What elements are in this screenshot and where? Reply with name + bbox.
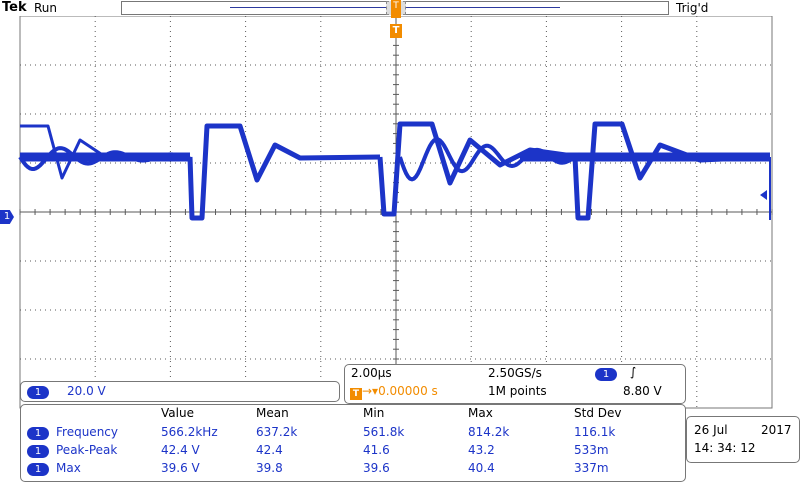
meas-name: Peak-Peak xyxy=(56,443,118,457)
waveform-trace xyxy=(572,121,771,221)
sample-rate: 2.50GS/s xyxy=(488,366,542,380)
waveform-trace xyxy=(377,121,581,217)
trigger-level-marker-icon[interactable] xyxy=(760,190,767,200)
record-length: 1M points xyxy=(488,384,547,398)
ch1-badge: 1 xyxy=(27,386,49,399)
meas-stddev: 533m xyxy=(574,443,609,457)
col-header-stddev: Std Dev xyxy=(574,406,622,420)
meas-mean: 637.2k xyxy=(256,425,298,439)
meas-name: Max xyxy=(56,461,81,475)
meas-stddev: 116.1k xyxy=(574,425,616,439)
rising-edge-icon: ∫ xyxy=(630,365,637,379)
trigger-status: Trig'd xyxy=(676,1,709,15)
meas-mean: 39.8 xyxy=(256,461,283,475)
measurements-panel[interactable]: Value Mean Min Max Std Dev 1 Frequency 5… xyxy=(20,404,686,482)
trigger-channel-badge: 1 xyxy=(595,368,617,381)
meas-min: 561.8k xyxy=(363,425,405,439)
meas-max: 40.4 xyxy=(468,461,495,475)
col-header-max: Max xyxy=(468,406,493,420)
meas-name: Frequency xyxy=(56,425,118,439)
meas-value: 39.6 V xyxy=(161,461,200,475)
meas-value: 42.4 V xyxy=(161,443,200,457)
meas-stddev: 337m xyxy=(574,461,609,475)
meas-max: 43.2 xyxy=(468,443,495,457)
horizontal-scale: 2.00µs xyxy=(351,366,392,380)
trigger-delay-icon: T xyxy=(350,388,362,400)
waveform-trace xyxy=(187,123,381,221)
ch1-ground-marker[interactable]: 1 xyxy=(0,210,14,224)
date-year: 2017 xyxy=(761,423,792,437)
row-channel-badge: 1 xyxy=(27,463,49,476)
date-day: 26 Jul xyxy=(694,423,728,437)
meas-value: 566.2kHz xyxy=(161,425,218,439)
col-header-min: Min xyxy=(363,406,385,420)
ch1-waveform xyxy=(18,121,771,221)
timebase-panel[interactable]: 2.00µs 2.50GS/s 1 ∫ T →▾0.00000 s 1M poin… xyxy=(344,364,686,404)
meas-min: 41.6 xyxy=(363,443,390,457)
trigger-position-icon: T xyxy=(391,0,401,18)
trigger-level: 8.80 V xyxy=(623,384,662,398)
time: 14: 34: 12 xyxy=(694,441,756,455)
meas-mean: 42.4 xyxy=(256,443,283,457)
col-header-mean: Mean xyxy=(256,406,289,420)
brand-logo: Tek xyxy=(2,0,27,15)
acquisition-state: Run xyxy=(34,1,58,15)
col-header-value: Value xyxy=(161,406,194,420)
trigger-point-marker[interactable]: T xyxy=(390,24,402,38)
ch1-scale: 20.0 V xyxy=(67,384,106,398)
trigger-delay: 0.00000 s xyxy=(378,384,438,398)
row-channel-badge: 1 xyxy=(27,427,49,440)
meas-max: 814.2k xyxy=(468,425,510,439)
datetime-panel: 26 Jul 2017 14: 34: 12 xyxy=(686,416,800,463)
row-channel-badge: 1 xyxy=(27,445,49,458)
channel-scale-panel[interactable]: 1 20.0 V xyxy=(20,381,340,402)
waveform-trace xyxy=(20,124,191,180)
meas-min: 39.6 xyxy=(363,461,390,475)
